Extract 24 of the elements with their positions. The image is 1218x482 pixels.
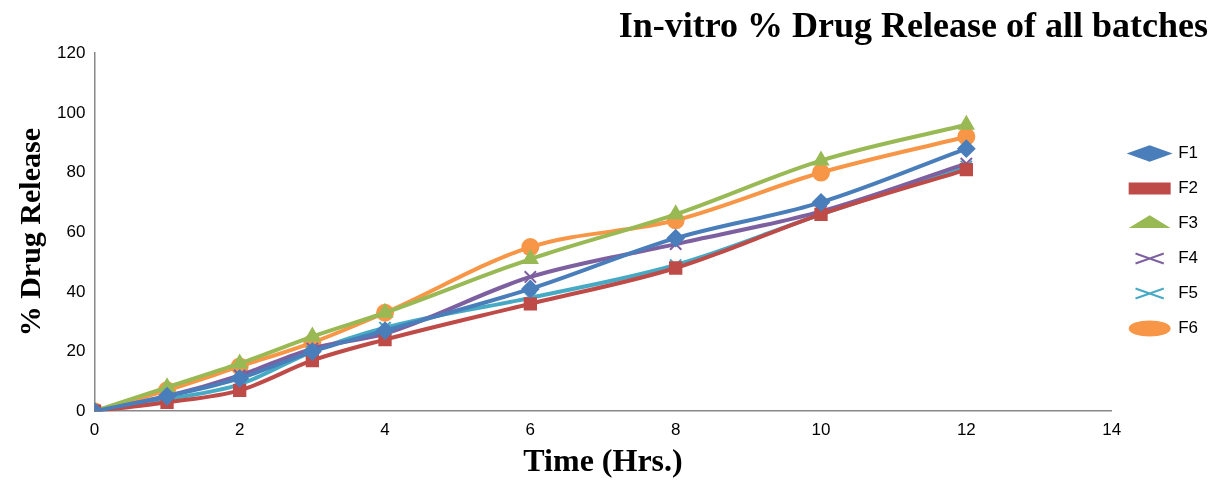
legend-label: F6 [1178,318,1198,338]
x-tick-label: 4 [380,420,390,440]
chart-title: In-vitro % Drug Release of all batches [618,4,1208,45]
y-tick-label: 60 [66,221,86,241]
y-tick-label: 40 [66,281,86,301]
legend-label: F2 [1178,178,1198,198]
y-tick-label: 80 [66,162,86,182]
y-axis-title: % Drug Release [12,128,46,337]
x-tick-label: 6 [525,420,536,440]
legend-label: F3 [1178,213,1198,233]
legend-label: F1 [1178,143,1198,163]
y-tick-label: 0 [75,400,86,420]
x-tick-label: 14 [1102,420,1122,440]
x-tick-label: 8 [670,420,681,440]
x-tick-label: 2 [234,420,245,440]
y-tick-label: 120 [56,42,86,62]
legend-label: F5 [1178,283,1198,303]
x-tick-label: 12 [956,420,976,440]
x-tick-label: 0 [89,420,100,440]
y-tick-label: 100 [56,102,86,122]
x-axis-title: Time (Hrs.) [523,442,683,479]
legend-label: F4 [1178,248,1198,268]
x-tick-label: 10 [811,420,831,440]
y-tick-label: 20 [66,341,86,361]
